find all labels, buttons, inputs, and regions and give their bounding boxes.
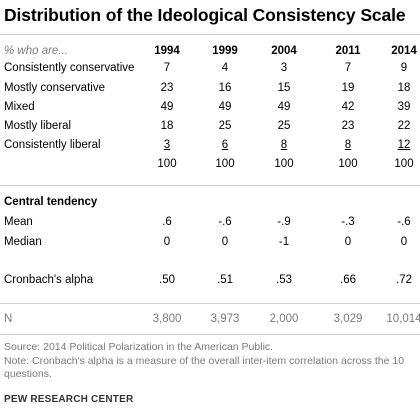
cell: 25: [277, 120, 291, 132]
cell: 3,800: [152, 313, 182, 325]
cell: 39: [397, 101, 411, 113]
cell: 22: [397, 120, 411, 132]
totals-row: 100 100 100 100 100: [0, 158, 420, 176]
table-row: Mean .6 -.6 -.9 -.3 -.6: [0, 216, 420, 234]
row-label: Mixed: [4, 101, 35, 113]
cell: 18: [160, 120, 174, 132]
publisher-credit: PEW RESEARCH CENTER: [4, 394, 134, 405]
cell: 100: [338, 158, 358, 170]
table-row: Consistently conservative 7 4 3 7 9: [0, 62, 420, 80]
cell: .51: [217, 274, 233, 286]
cell: 8: [344, 139, 352, 151]
cell: .6: [162, 216, 172, 228]
year-2004: 2004: [271, 45, 297, 57]
row-label: Mostly liberal: [4, 120, 72, 132]
cell: 10,014: [386, 313, 420, 325]
cell: 100: [157, 158, 177, 170]
cell: 8: [280, 139, 288, 151]
cell: 0: [163, 236, 171, 248]
year-1999: 1999: [212, 45, 238, 57]
cell: 3,029: [333, 313, 363, 325]
footnote: Note: Cronbach's alpha is a measure of t…: [4, 355, 405, 380]
cell: 7: [163, 62, 171, 74]
divider: [0, 334, 420, 335]
row-label: Cronbach's alpha: [4, 274, 94, 286]
row-label: Consistently conservative: [4, 62, 135, 74]
cell: .72: [396, 274, 412, 286]
cell: 15: [277, 82, 291, 94]
cell: .50: [159, 274, 175, 286]
cell: 2,000: [269, 313, 299, 325]
cell: 3,973: [210, 313, 240, 325]
source-note: Source: 2014 Political Polarization in t…: [4, 341, 274, 353]
table-row: Mostly conservative 23 16 15 19 18: [0, 82, 420, 100]
cell: 100: [274, 158, 294, 170]
cell: 18: [397, 82, 411, 94]
table-header-row: % who are... 1994 1999 2004 2011 2014: [0, 45, 420, 63]
cell: 19: [341, 82, 355, 94]
divider: [0, 185, 420, 186]
central-tendency-heading: Central tendency: [4, 196, 98, 208]
cell: 0: [221, 236, 229, 248]
cell: 49: [277, 101, 291, 113]
cell: 42: [341, 101, 355, 113]
cell: -.6: [218, 216, 232, 228]
cell: 100: [394, 158, 414, 170]
cell: 49: [160, 101, 174, 113]
row-label: Median: [4, 236, 42, 248]
row-label: Mostly conservative: [4, 82, 105, 94]
cell: 23: [341, 120, 355, 132]
cell: 0: [344, 236, 352, 248]
table-row: Consistently liberal 3 6 8 8 12: [0, 139, 420, 157]
table-row: Mostly liberal 18 25 25 23 22: [0, 120, 420, 138]
year-1994: 1994: [154, 45, 180, 57]
cell: 9: [400, 62, 408, 74]
cell: 49: [218, 101, 232, 113]
cell: -.9: [277, 216, 291, 228]
cell: 3: [163, 139, 171, 151]
row-label: Mean: [4, 216, 33, 228]
table-row: Mixed 49 49 49 42 39: [0, 101, 420, 119]
year-2011: 2011: [335, 45, 361, 57]
cell: 7: [344, 62, 352, 74]
cell: .66: [340, 274, 356, 286]
row-label: N: [4, 313, 13, 325]
cell: 6: [221, 139, 229, 151]
cell: 12: [397, 139, 411, 151]
table-row: Median 0 0 -1 0 0: [0, 236, 420, 254]
cell: -1: [278, 236, 290, 248]
divider: [0, 303, 420, 304]
cell: 16: [218, 82, 232, 94]
year-2014: 2014: [391, 45, 417, 57]
header-label: % who are...: [4, 45, 68, 57]
row-label: Consistently liberal: [4, 139, 101, 151]
cell: -.6: [397, 216, 411, 228]
cell: 23: [160, 82, 174, 94]
cell: .53: [276, 274, 292, 286]
section-heading-row: Central tendency: [0, 196, 420, 214]
table-title: Distribution of the Ideological Consiste…: [4, 5, 406, 25]
cell: -.3: [341, 216, 355, 228]
cell: 0: [400, 236, 408, 248]
n-row: N 3,800 3,973 2,000 3,029 10,014: [0, 313, 420, 331]
divider: [0, 34, 420, 35]
cell: 100: [215, 158, 235, 170]
cell: 4: [221, 62, 229, 74]
cell: 25: [218, 120, 232, 132]
table-row: Cronbach's alpha .50 .51 .53 .66 .72: [0, 274, 420, 292]
cell: 3: [280, 62, 288, 74]
